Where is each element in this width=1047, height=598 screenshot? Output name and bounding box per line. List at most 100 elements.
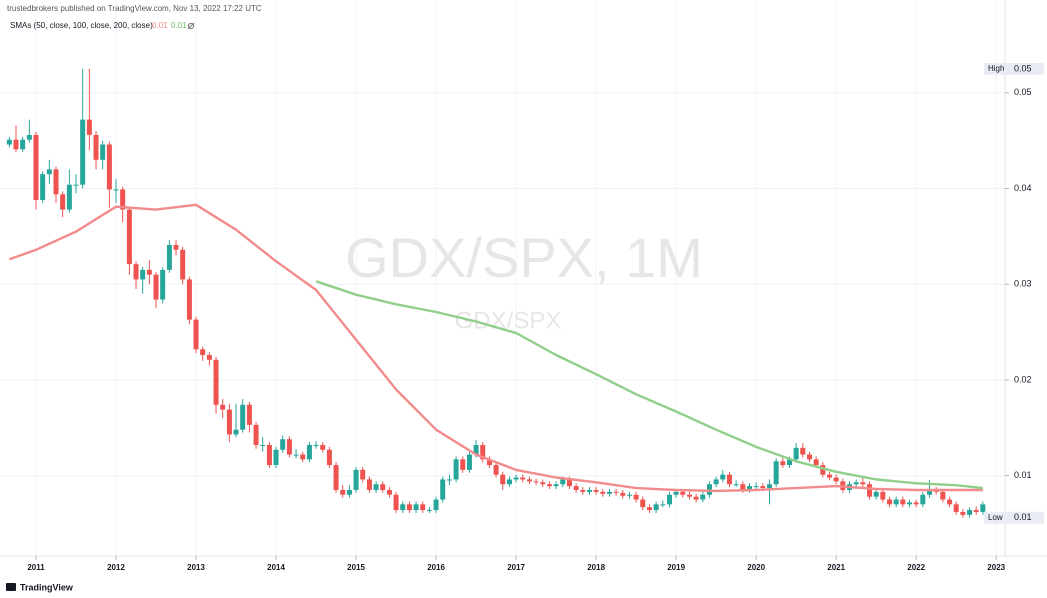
candle-body: [480, 444, 486, 460]
candle-body: [560, 479, 566, 485]
candle-body: [553, 484, 559, 487]
candle-body: [513, 477, 519, 480]
candle-body: [600, 491, 606, 494]
candle-body: [106, 144, 112, 190]
candle-body: [466, 454, 472, 470]
candle-body: [220, 404, 226, 410]
candle-body: [586, 489, 592, 492]
candle-body: [380, 484, 386, 490]
candle-body: [33, 134, 39, 201]
candle-body: [453, 459, 459, 480]
candle-body: [280, 439, 286, 450]
sma-line: [315, 280, 983, 490]
candle-body: [353, 469, 359, 490]
candle-body: [947, 499, 953, 505]
candle-body: [660, 504, 666, 506]
candle-body: [953, 504, 959, 512]
candle-body: [293, 454, 299, 456]
candle-body: [20, 139, 26, 150]
y-tick-label: 0.05: [1014, 87, 1032, 97]
header: trustedbrokers published on TradingView.…: [7, 4, 262, 13]
candle-body: [920, 494, 926, 505]
candle-body: [540, 482, 546, 485]
candle-body: [66, 184, 72, 210]
watermark: GDX/SPX, 1M: [345, 226, 703, 289]
candle-body: [747, 486, 753, 490]
candle-body: [173, 244, 179, 250]
candle-body: [740, 484, 746, 490]
candle-body: [406, 504, 412, 511]
candle-body: [166, 244, 172, 270]
candle-body: [373, 484, 379, 490]
candle-body: [6, 139, 12, 145]
sma-value: 0.01: [152, 21, 168, 30]
visibility-icon[interactable]: [187, 22, 195, 30]
candle-body: [486, 459, 492, 466]
candle-body: [113, 189, 119, 191]
candle-body: [146, 269, 152, 275]
candle-body: [626, 494, 632, 496]
candle-body: [500, 474, 506, 485]
candle-body: [260, 444, 266, 446]
candle-body: [460, 459, 466, 470]
candle-body: [566, 479, 572, 487]
candle-body: [653, 504, 659, 511]
candle-body: [306, 444, 312, 460]
candle-body: [967, 510, 973, 515]
candle-body: [727, 474, 733, 485]
candle-body: [346, 489, 352, 495]
candle-body: [867, 484, 873, 497]
x-tick-label: 2021: [827, 563, 845, 572]
candle-body: [707, 484, 713, 495]
candle-body: [60, 194, 66, 210]
x-tick-label: 2017: [507, 563, 525, 572]
candle-body: [606, 491, 612, 494]
candle-body: [767, 484, 773, 489]
candle-body: [240, 404, 246, 430]
candle-body: [646, 507, 652, 511]
candle-body: [26, 134, 32, 140]
footer-logo: TradingView: [6, 582, 74, 592]
x-tick-label: 2019: [667, 563, 685, 572]
x-tick-label: 2015: [347, 563, 365, 572]
footer: TradingView: [20, 582, 74, 592]
candle-body: [80, 119, 86, 185]
candle-body: [266, 444, 272, 466]
x-tick-label: 2013: [187, 563, 205, 572]
candle-body: [360, 469, 366, 480]
candle-body: [907, 502, 913, 505]
candle-body: [226, 409, 232, 435]
candle-body: [420, 504, 426, 511]
candle-body: [573, 486, 579, 490]
candle-body: [686, 494, 692, 497]
y-tick-label: 0.04: [1014, 183, 1032, 193]
candle-body: [666, 494, 672, 505]
candle-body: [927, 489, 933, 495]
candle-body: [340, 489, 346, 495]
candle-body: [53, 169, 59, 195]
candle-body: [533, 481, 539, 483]
x-tick-label: 2022: [907, 563, 925, 572]
candle-body: [313, 444, 319, 446]
candle-body: [426, 510, 432, 512]
candle-body: [720, 474, 726, 480]
candle-body: [366, 479, 372, 490]
candle-body: [493, 465, 499, 475]
candle-body: [833, 477, 839, 482]
candle-body: [813, 459, 819, 466]
grid: [0, 0, 1005, 556]
y-tick-label: 0.02: [1014, 374, 1032, 384]
y-tick-label: 0.03: [1014, 279, 1032, 289]
candle-body: [780, 461, 786, 466]
candle-body: [526, 479, 532, 482]
candle-body: [700, 494, 706, 500]
candle-body: [506, 479, 512, 485]
candle-body: [393, 494, 399, 511]
price-marker-name: Low: [988, 513, 1003, 522]
candle-body: [640, 499, 646, 508]
candle-body: [300, 454, 306, 460]
candle-body: [186, 279, 192, 320]
x-tick-label: 2020: [747, 563, 765, 572]
candle-body: [206, 355, 212, 360]
